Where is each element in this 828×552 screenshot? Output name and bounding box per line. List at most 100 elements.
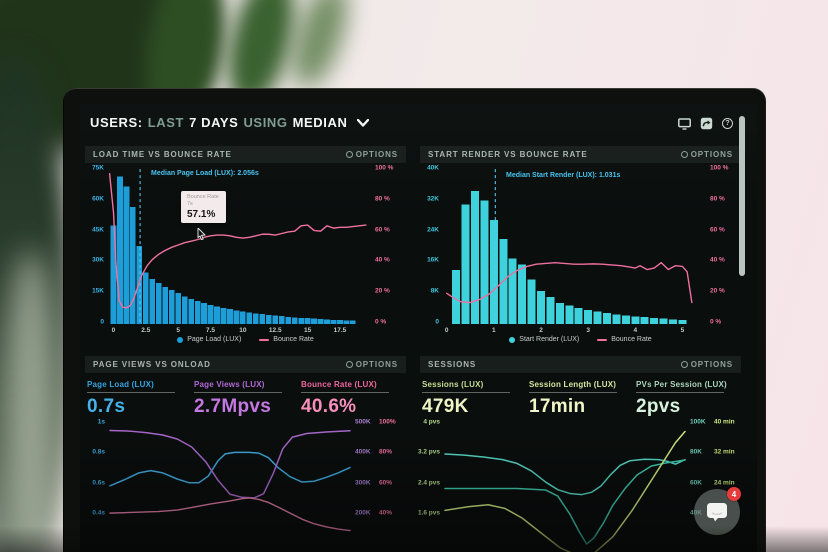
- metric-underline: [636, 392, 724, 393]
- bar[interactable]: [584, 310, 593, 324]
- bar[interactable]: [527, 279, 536, 324]
- bar[interactable]: [480, 200, 489, 324]
- bar[interactable]: [233, 310, 240, 324]
- bar[interactable]: [168, 290, 175, 324]
- options-button[interactable]: OPTIONS: [345, 150, 398, 159]
- bar[interactable]: [602, 313, 612, 324]
- bar[interactable]: [631, 316, 640, 324]
- scrollbar-thumb[interactable]: [739, 116, 745, 276]
- bar[interactable]: [214, 306, 220, 324]
- bar[interactable]: [659, 318, 668, 324]
- bar[interactable]: [470, 191, 480, 324]
- legend-dot-icon: [509, 336, 516, 343]
- bar[interactable]: [546, 297, 555, 324]
- bar[interactable]: [285, 316, 292, 324]
- bar[interactable]: [181, 296, 188, 324]
- bar[interactable]: [227, 309, 233, 324]
- bar[interactable]: [207, 304, 214, 324]
- options-button[interactable]: OPTIONS: [680, 150, 733, 159]
- bar[interactable]: [343, 320, 350, 324]
- axis-label: 1.6 pvs: [417, 509, 440, 517]
- bar[interactable]: [110, 225, 117, 324]
- bar[interactable]: [324, 319, 330, 324]
- bar[interactable]: [298, 317, 304, 324]
- bar[interactable]: [278, 316, 285, 324]
- bar[interactable]: [136, 246, 143, 324]
- bar[interactable]: [518, 264, 527, 324]
- legend-item[interactable]: Bounce Rate: [259, 336, 314, 343]
- chat-button[interactable]: 4: [694, 487, 741, 535]
- bar[interactable]: [188, 298, 194, 324]
- days-label: 7 DAYS: [189, 115, 239, 130]
- bar[interactable]: [337, 320, 343, 324]
- bar[interactable]: [650, 317, 659, 324]
- metric-bounce-rate: Bounce Rate (LUX) 40.6%: [301, 380, 405, 418]
- axis-label: 60 %: [375, 226, 390, 234]
- bar[interactable]: [259, 314, 266, 324]
- bar[interactable]: [175, 293, 182, 324]
- chevron-down-icon[interactable]: [356, 115, 369, 130]
- axis-label: 60K: [690, 479, 702, 487]
- axis-tick-label: 7.5: [205, 327, 216, 334]
- bar[interactable]: [291, 317, 298, 324]
- bar[interactable]: [668, 319, 678, 324]
- panel-titlebar: SESSIONS OPTIONS: [420, 356, 741, 373]
- axis-label: 24K: [427, 226, 439, 234]
- bar[interactable]: [317, 319, 324, 324]
- bar[interactable]: [265, 314, 272, 324]
- bar[interactable]: [201, 303, 207, 324]
- bar[interactable]: [272, 315, 279, 324]
- monitor-icon[interactable]: [678, 117, 691, 130]
- bar[interactable]: [117, 176, 123, 324]
- bar[interactable]: [489, 219, 498, 324]
- bar[interactable]: [640, 317, 649, 324]
- legend-line-icon: [597, 338, 608, 341]
- bar[interactable]: [678, 320, 687, 324]
- bar[interactable]: [536, 291, 546, 324]
- bar[interactable]: [508, 258, 517, 324]
- panel-title: SESSIONS: [428, 360, 477, 369]
- legend-item[interactable]: Page Load (LUX): [177, 336, 241, 343]
- bar[interactable]: [149, 278, 156, 324]
- legend-item[interactable]: Bounce Rate: [597, 336, 652, 343]
- bar[interactable]: [593, 311, 602, 324]
- axis-label: 200K: [355, 509, 371, 517]
- help-icon[interactable]: ?: [722, 118, 733, 129]
- options-button[interactable]: OPTIONS: [680, 360, 733, 369]
- bar[interactable]: [311, 318, 317, 324]
- share-icon[interactable]: [700, 117, 713, 130]
- bar[interactable]: [612, 314, 621, 324]
- bar[interactable]: [240, 311, 246, 324]
- bar[interactable]: [555, 302, 564, 324]
- metric-session-length: Session Length (LUX) 17min: [529, 380, 617, 417]
- mouse-cursor-icon: [197, 226, 206, 245]
- dashboard-title[interactable]: USERS: LAST 7 DAYS USING MEDIAN: [90, 115, 369, 130]
- bar[interactable]: [304, 318, 311, 324]
- bar[interactable]: [130, 207, 136, 324]
- bar[interactable]: [220, 307, 227, 324]
- bar[interactable]: [252, 313, 259, 324]
- bar[interactable]: [246, 312, 253, 324]
- options-button[interactable]: OPTIONS: [345, 360, 398, 369]
- bar[interactable]: [162, 287, 169, 324]
- bar[interactable]: [452, 270, 461, 324]
- header-toolbar: ?: [678, 117, 733, 130]
- legend-item[interactable]: Start Render (LUX): [509, 336, 579, 343]
- series-line: [110, 452, 350, 485]
- bar[interactable]: [142, 272, 149, 324]
- bar[interactable]: [194, 301, 201, 324]
- bar[interactable]: [123, 186, 130, 324]
- bar[interactable]: [621, 315, 630, 324]
- bar[interactable]: [330, 319, 337, 324]
- bar[interactable]: [565, 305, 574, 324]
- series-line: [447, 263, 692, 303]
- bar[interactable]: [461, 204, 470, 324]
- axis-label: 4 pvs: [423, 418, 440, 426]
- bar[interactable]: [350, 320, 356, 324]
- axis-label: 40 %: [710, 256, 725, 264]
- metric-underline: [87, 392, 175, 393]
- panel-title: LOAD TIME VS BOUNCE RATE: [93, 150, 232, 159]
- bar[interactable]: [574, 307, 583, 324]
- bar[interactable]: [155, 282, 162, 324]
